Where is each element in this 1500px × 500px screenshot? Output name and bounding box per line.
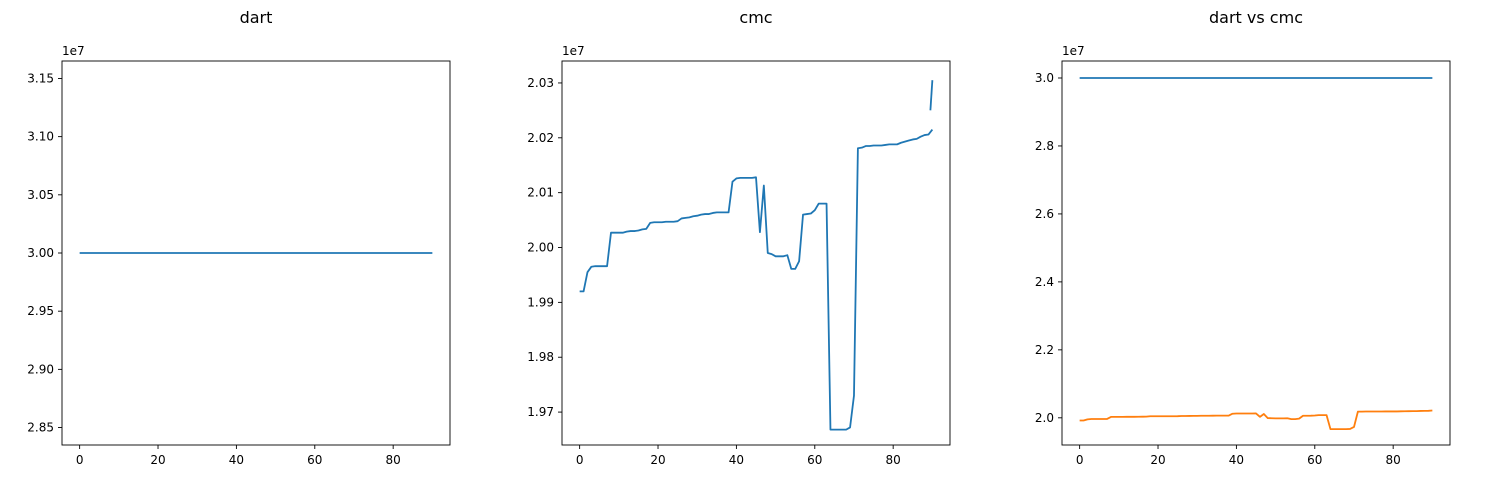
x-tick-label: 0 <box>76 453 84 467</box>
y-tick-label: 3.00 <box>27 246 54 260</box>
chart-title: dart vs cmc <box>1209 8 1303 27</box>
chart-panel-3: dart vs cmc 0 20 40 60 80 2.0 2.2 2.4 2.6 2.8 3.0 1e… <box>1035 8 1451 467</box>
y-tick-label: 3.05 <box>27 188 54 202</box>
series-line-1 <box>579 129 934 431</box>
chart-title: cmc <box>739 8 772 27</box>
y-tick-label: 3.10 <box>27 130 54 144</box>
y-tick-label: 2.00 <box>527 241 554 255</box>
series-line-2 <box>1079 409 1433 431</box>
chart-panel-1: dart 0 20 40 60 80 2.85 2.90 2.95 3.00 3.05 3.10 3.1… <box>27 8 451 467</box>
chart-panel-2: cmc 0 20 40 60 80 1.97 1.98 1.99 2.00 2.01 2.02 2.03… <box>527 8 951 467</box>
y-tick-label: 2.90 <box>27 362 54 376</box>
x-tick-label: 60 <box>307 453 322 467</box>
x-tick-label: 0 <box>1076 453 1084 467</box>
y-tick-label: 2.01 <box>527 186 554 200</box>
axes-frame <box>1061 60 1451 446</box>
x-tick-label: 40 <box>1229 453 1244 467</box>
x-tick-label: 40 <box>229 453 244 467</box>
axes-frame <box>561 60 951 446</box>
y-tick-label: 1.99 <box>527 295 554 309</box>
y-tick-label: 1.97 <box>527 405 554 419</box>
y-offset-label: 1e7 <box>562 44 585 58</box>
x-tick-label: 60 <box>807 453 822 467</box>
y-tick-label: 2.95 <box>27 304 54 318</box>
y-tick-label: 2.02 <box>527 131 554 145</box>
x-tick-label: 80 <box>886 453 901 467</box>
x-tick-label: 20 <box>150 453 165 467</box>
y-tick-label: 2.8 <box>1035 139 1054 153</box>
y-offset-label: 1e7 <box>1062 44 1085 58</box>
y-tick-label: 1.98 <box>527 350 554 364</box>
x-tick-label: 20 <box>1150 453 1165 467</box>
series-line-2 <box>929 80 934 111</box>
y-tick-label: 2.85 <box>27 421 54 435</box>
y-tick-label: 2.03 <box>527 76 554 90</box>
x-tick-label: 80 <box>1386 453 1401 467</box>
y-tick-label: 2.4 <box>1035 275 1054 289</box>
y-tick-label: 3.15 <box>27 71 54 85</box>
y-tick-label: 3.0 <box>1035 71 1054 85</box>
x-tick-label: 60 <box>1307 453 1322 467</box>
x-tick-label: 40 <box>729 453 744 467</box>
y-offset-label: 1e7 <box>62 44 85 58</box>
x-tick-label: 0 <box>576 453 584 467</box>
x-tick-label: 20 <box>650 453 665 467</box>
chart-title: dart <box>240 8 273 27</box>
x-tick-label: 80 <box>386 453 401 467</box>
y-tick-label: 2.2 <box>1035 343 1054 357</box>
y-tick-label: 2.6 <box>1035 207 1054 221</box>
y-tick-label: 2.0 <box>1035 411 1054 425</box>
